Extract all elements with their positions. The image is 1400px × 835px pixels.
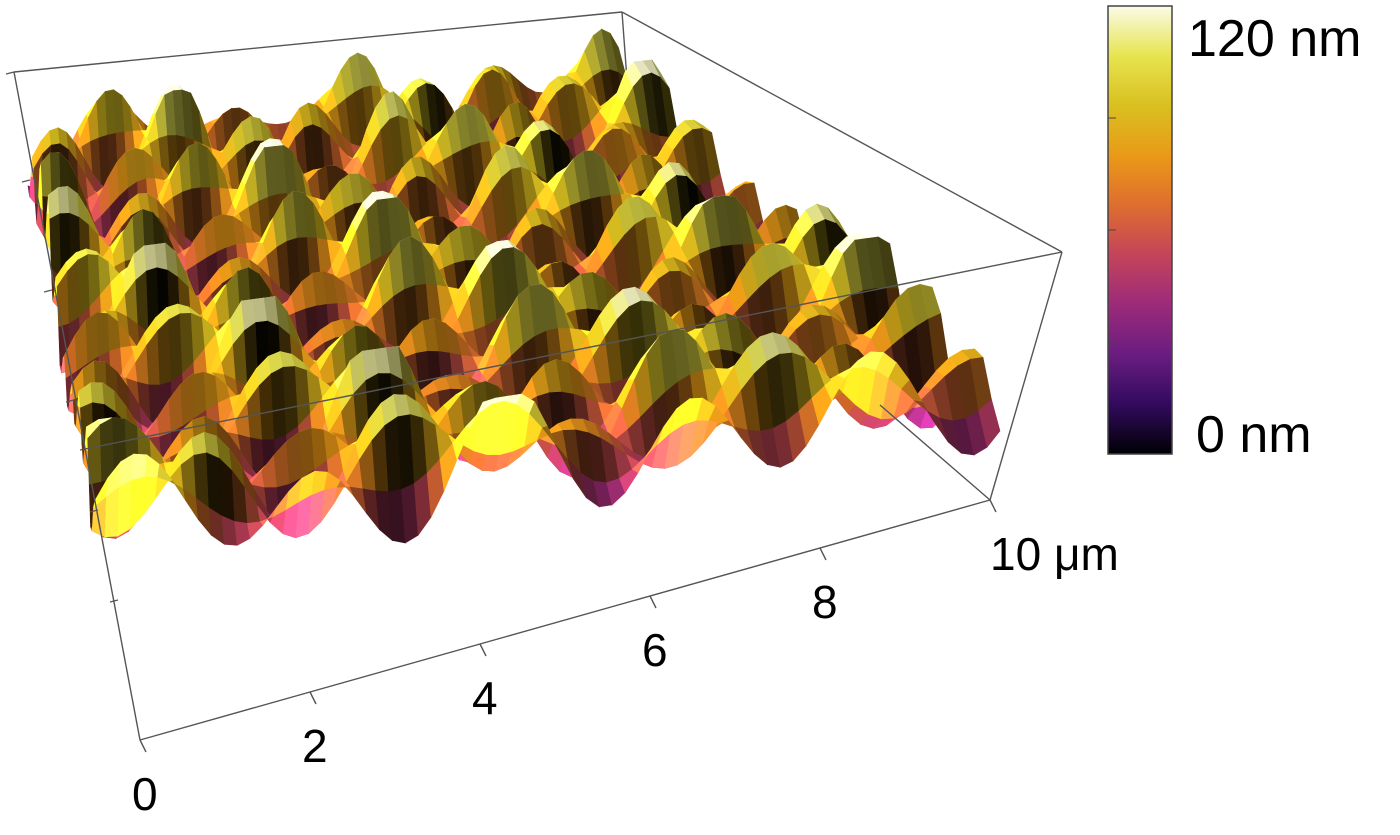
box-front-edges: [13, 71, 1063, 741]
x-tick-label-10: 10 μm: [990, 528, 1119, 580]
x-tick-0: [139, 739, 147, 753]
colorbar-ticks: [1108, 117, 1116, 343]
x-tick-8: [819, 547, 827, 561]
x-tick-10: [989, 499, 997, 513]
x-tick-6: [649, 595, 657, 609]
surface-facet: [142, 476, 159, 517]
surface-facet: [90, 382, 105, 405]
surface-facet: [117, 479, 133, 537]
colorbar-min-label: 0 nm: [1196, 406, 1312, 464]
x-tick-4: [479, 643, 487, 657]
surface-facet: [67, 259, 80, 325]
x-tick-label-6: 6: [642, 624, 668, 676]
x-tick-label-8: 8: [812, 576, 838, 628]
surface-facet: [131, 453, 148, 481]
x-tick-label-4: 4: [472, 672, 498, 724]
surface-facet: [129, 476, 146, 530]
x-tick-label-0: 0: [132, 768, 158, 820]
topography-surface: [27, 28, 1001, 546]
surface-facet: [978, 399, 1001, 448]
colorbar-max-label: 120 nm: [1188, 10, 1361, 68]
x-tick-2: [309, 691, 317, 705]
x-tick-label-2: 2: [302, 720, 328, 772]
surface-facet: [85, 312, 99, 365]
surface-facet: [77, 254, 91, 318]
z-axis-ticks: [5, 71, 119, 603]
colorbar-gradient: [1107, 5, 1173, 455]
colorbar: 120 nm 0 nm: [1107, 5, 1361, 464]
surface-facet: [247, 521, 264, 539]
x-axis: 0 2 4 6 8 10 μm: [132, 499, 1119, 820]
